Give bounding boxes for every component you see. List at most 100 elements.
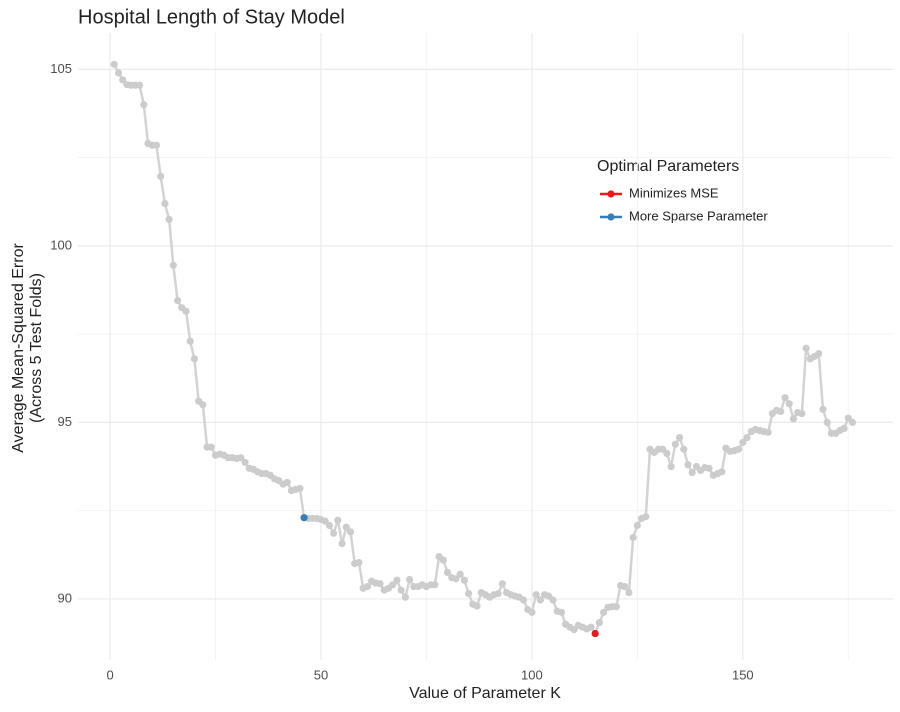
data-point	[532, 591, 540, 599]
data-point	[557, 608, 566, 616]
data-point	[494, 590, 502, 598]
x-tick-label: 100	[521, 667, 543, 682]
data-point	[777, 407, 785, 416]
data-point	[498, 580, 506, 588]
data-point	[241, 458, 249, 466]
x-tick-label: 150	[732, 667, 754, 682]
legend-swatch	[607, 190, 615, 198]
x-tick-label: 50	[314, 667, 328, 682]
data-point	[815, 349, 823, 358]
data-point	[342, 523, 350, 531]
data-point	[376, 580, 384, 588]
data-point	[346, 528, 355, 536]
data-point	[355, 558, 363, 567]
data-point	[612, 603, 620, 611]
data-point	[439, 556, 447, 564]
x-tick-label: 0	[106, 667, 113, 682]
data-point	[688, 468, 696, 477]
data-point	[848, 418, 857, 427]
legend-title: Optimal Parameters	[597, 158, 739, 175]
data-point	[823, 418, 831, 427]
data-point	[840, 424, 848, 433]
data-point	[519, 596, 528, 604]
y-axis-label: (Across 5 Test Folds)	[28, 273, 45, 423]
data-point	[781, 394, 789, 402]
data-point	[591, 629, 599, 638]
data-point	[739, 438, 747, 447]
data-point	[625, 588, 633, 597]
data-point	[397, 586, 405, 594]
data-point	[785, 400, 793, 408]
data-point	[207, 443, 215, 451]
data-point	[165, 215, 173, 224]
data-point	[431, 581, 439, 589]
data-point	[663, 449, 671, 458]
data-point	[456, 570, 464, 578]
data-point	[393, 576, 401, 584]
data-point	[735, 445, 743, 453]
data-point	[334, 516, 342, 524]
data-point	[152, 141, 161, 149]
data-point	[443, 568, 452, 577]
data-point	[157, 172, 165, 180]
y-axis-label: Average Mean-Squared Error	[10, 243, 27, 453]
data-point	[819, 405, 827, 413]
chart-title: Hospital Length of Stay Model	[78, 6, 345, 28]
data-point	[389, 581, 397, 589]
data-point	[296, 484, 304, 493]
data-point	[283, 478, 291, 487]
y-tick-label: 90	[58, 590, 72, 605]
legend-label: Minimizes MSE	[629, 185, 719, 200]
series-line	[113, 63, 854, 635]
data-point	[764, 428, 772, 436]
x-axis-label: Value of Parameter K	[409, 685, 561, 702]
data-point	[684, 461, 692, 469]
data-point	[140, 101, 148, 109]
data-point	[473, 602, 481, 610]
data-point	[549, 596, 557, 604]
data-point	[536, 596, 544, 604]
data-point	[802, 344, 810, 352]
data-point	[718, 468, 726, 476]
data-point	[300, 514, 308, 522]
data-point	[186, 337, 194, 345]
y-tick-label: 100	[50, 237, 72, 252]
data-point	[405, 575, 414, 584]
data-point	[401, 593, 409, 601]
data-point	[629, 533, 637, 542]
legend-label: More Sparse Parameter	[629, 208, 768, 223]
data-point	[330, 529, 338, 537]
data-point	[705, 464, 713, 472]
data-point	[595, 618, 603, 627]
data-point	[675, 433, 684, 442]
data-point	[173, 297, 182, 305]
data-point	[190, 355, 199, 363]
data-point	[671, 440, 679, 448]
data-point	[528, 608, 536, 616]
data-point	[452, 575, 460, 583]
data-point	[237, 454, 245, 462]
data-point	[169, 261, 177, 269]
data-point	[587, 623, 595, 631]
data-point	[465, 590, 473, 598]
legend-swatch	[607, 213, 615, 221]
data-point	[363, 582, 371, 591]
data-point	[621, 582, 629, 591]
y-tick-label: 105	[50, 61, 72, 76]
data-point	[633, 521, 641, 530]
data-point	[135, 81, 144, 89]
plot-layer	[78, 33, 893, 660]
y-tick-label: 95	[58, 414, 72, 429]
data-point	[680, 445, 688, 453]
data-point	[325, 521, 334, 530]
data-point	[338, 539, 346, 548]
data-point	[743, 433, 751, 442]
data-point	[114, 69, 123, 77]
data-point	[789, 415, 798, 423]
data-point	[182, 307, 190, 315]
data-point	[460, 576, 469, 584]
data-point	[798, 409, 806, 418]
data-point	[161, 199, 169, 208]
data-point	[600, 608, 608, 616]
